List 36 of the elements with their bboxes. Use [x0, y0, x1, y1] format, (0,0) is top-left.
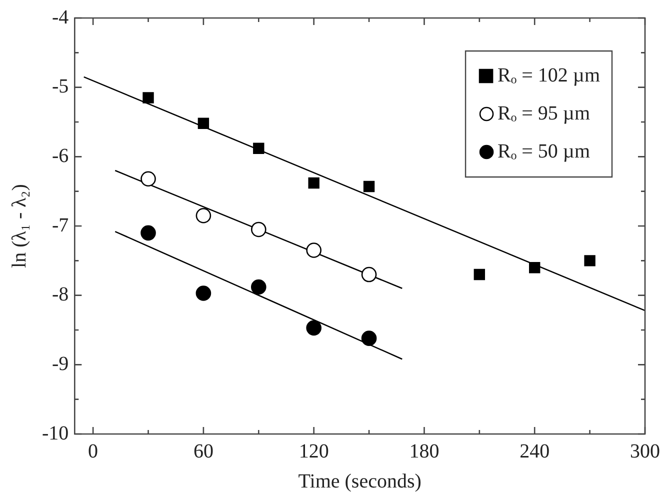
- x-tick-label: 120: [298, 440, 329, 462]
- point: [250, 279, 266, 295]
- point: [306, 320, 322, 336]
- x-tick-label: 60: [193, 440, 214, 462]
- point: [584, 255, 596, 266]
- point: [198, 118, 210, 129]
- x-tick-label: 0: [88, 440, 98, 462]
- point: [250, 222, 266, 238]
- y-axis-title: ln (λ₁ - λ₂): [8, 184, 30, 268]
- point: [253, 142, 264, 154]
- x-tick-label: 180: [409, 440, 440, 462]
- y-tick-label: -4: [52, 6, 69, 28]
- point: [363, 180, 375, 192]
- y-tick-label: -7: [52, 214, 69, 236]
- y-tick-label: -10: [42, 422, 69, 444]
- point: [140, 171, 156, 187]
- point: [306, 242, 322, 258]
- legend-label: Rₒ = 50 µm: [498, 140, 590, 162]
- point: [142, 92, 154, 104]
- x-tick-label: 300: [630, 440, 660, 462]
- y-tick-label: -6: [52, 144, 69, 167]
- point: [474, 268, 486, 280]
- point: [361, 330, 377, 346]
- legend-label: Rₒ = 102 µm: [498, 64, 600, 86]
- point: [361, 266, 377, 282]
- legend-label: Rₒ = 95 µm: [498, 102, 590, 124]
- x-tick-label: 240: [520, 440, 550, 462]
- point: [140, 225, 156, 241]
- point: [308, 177, 320, 189]
- point: [196, 208, 212, 224]
- y-tick-label: -5: [52, 76, 69, 98]
- point: [196, 286, 212, 301]
- y-tick-label: -8: [52, 284, 69, 306]
- y-tick-label: -9: [52, 352, 69, 375]
- point: [529, 262, 540, 274]
- x-axis-title: Time (seconds): [298, 470, 422, 492]
